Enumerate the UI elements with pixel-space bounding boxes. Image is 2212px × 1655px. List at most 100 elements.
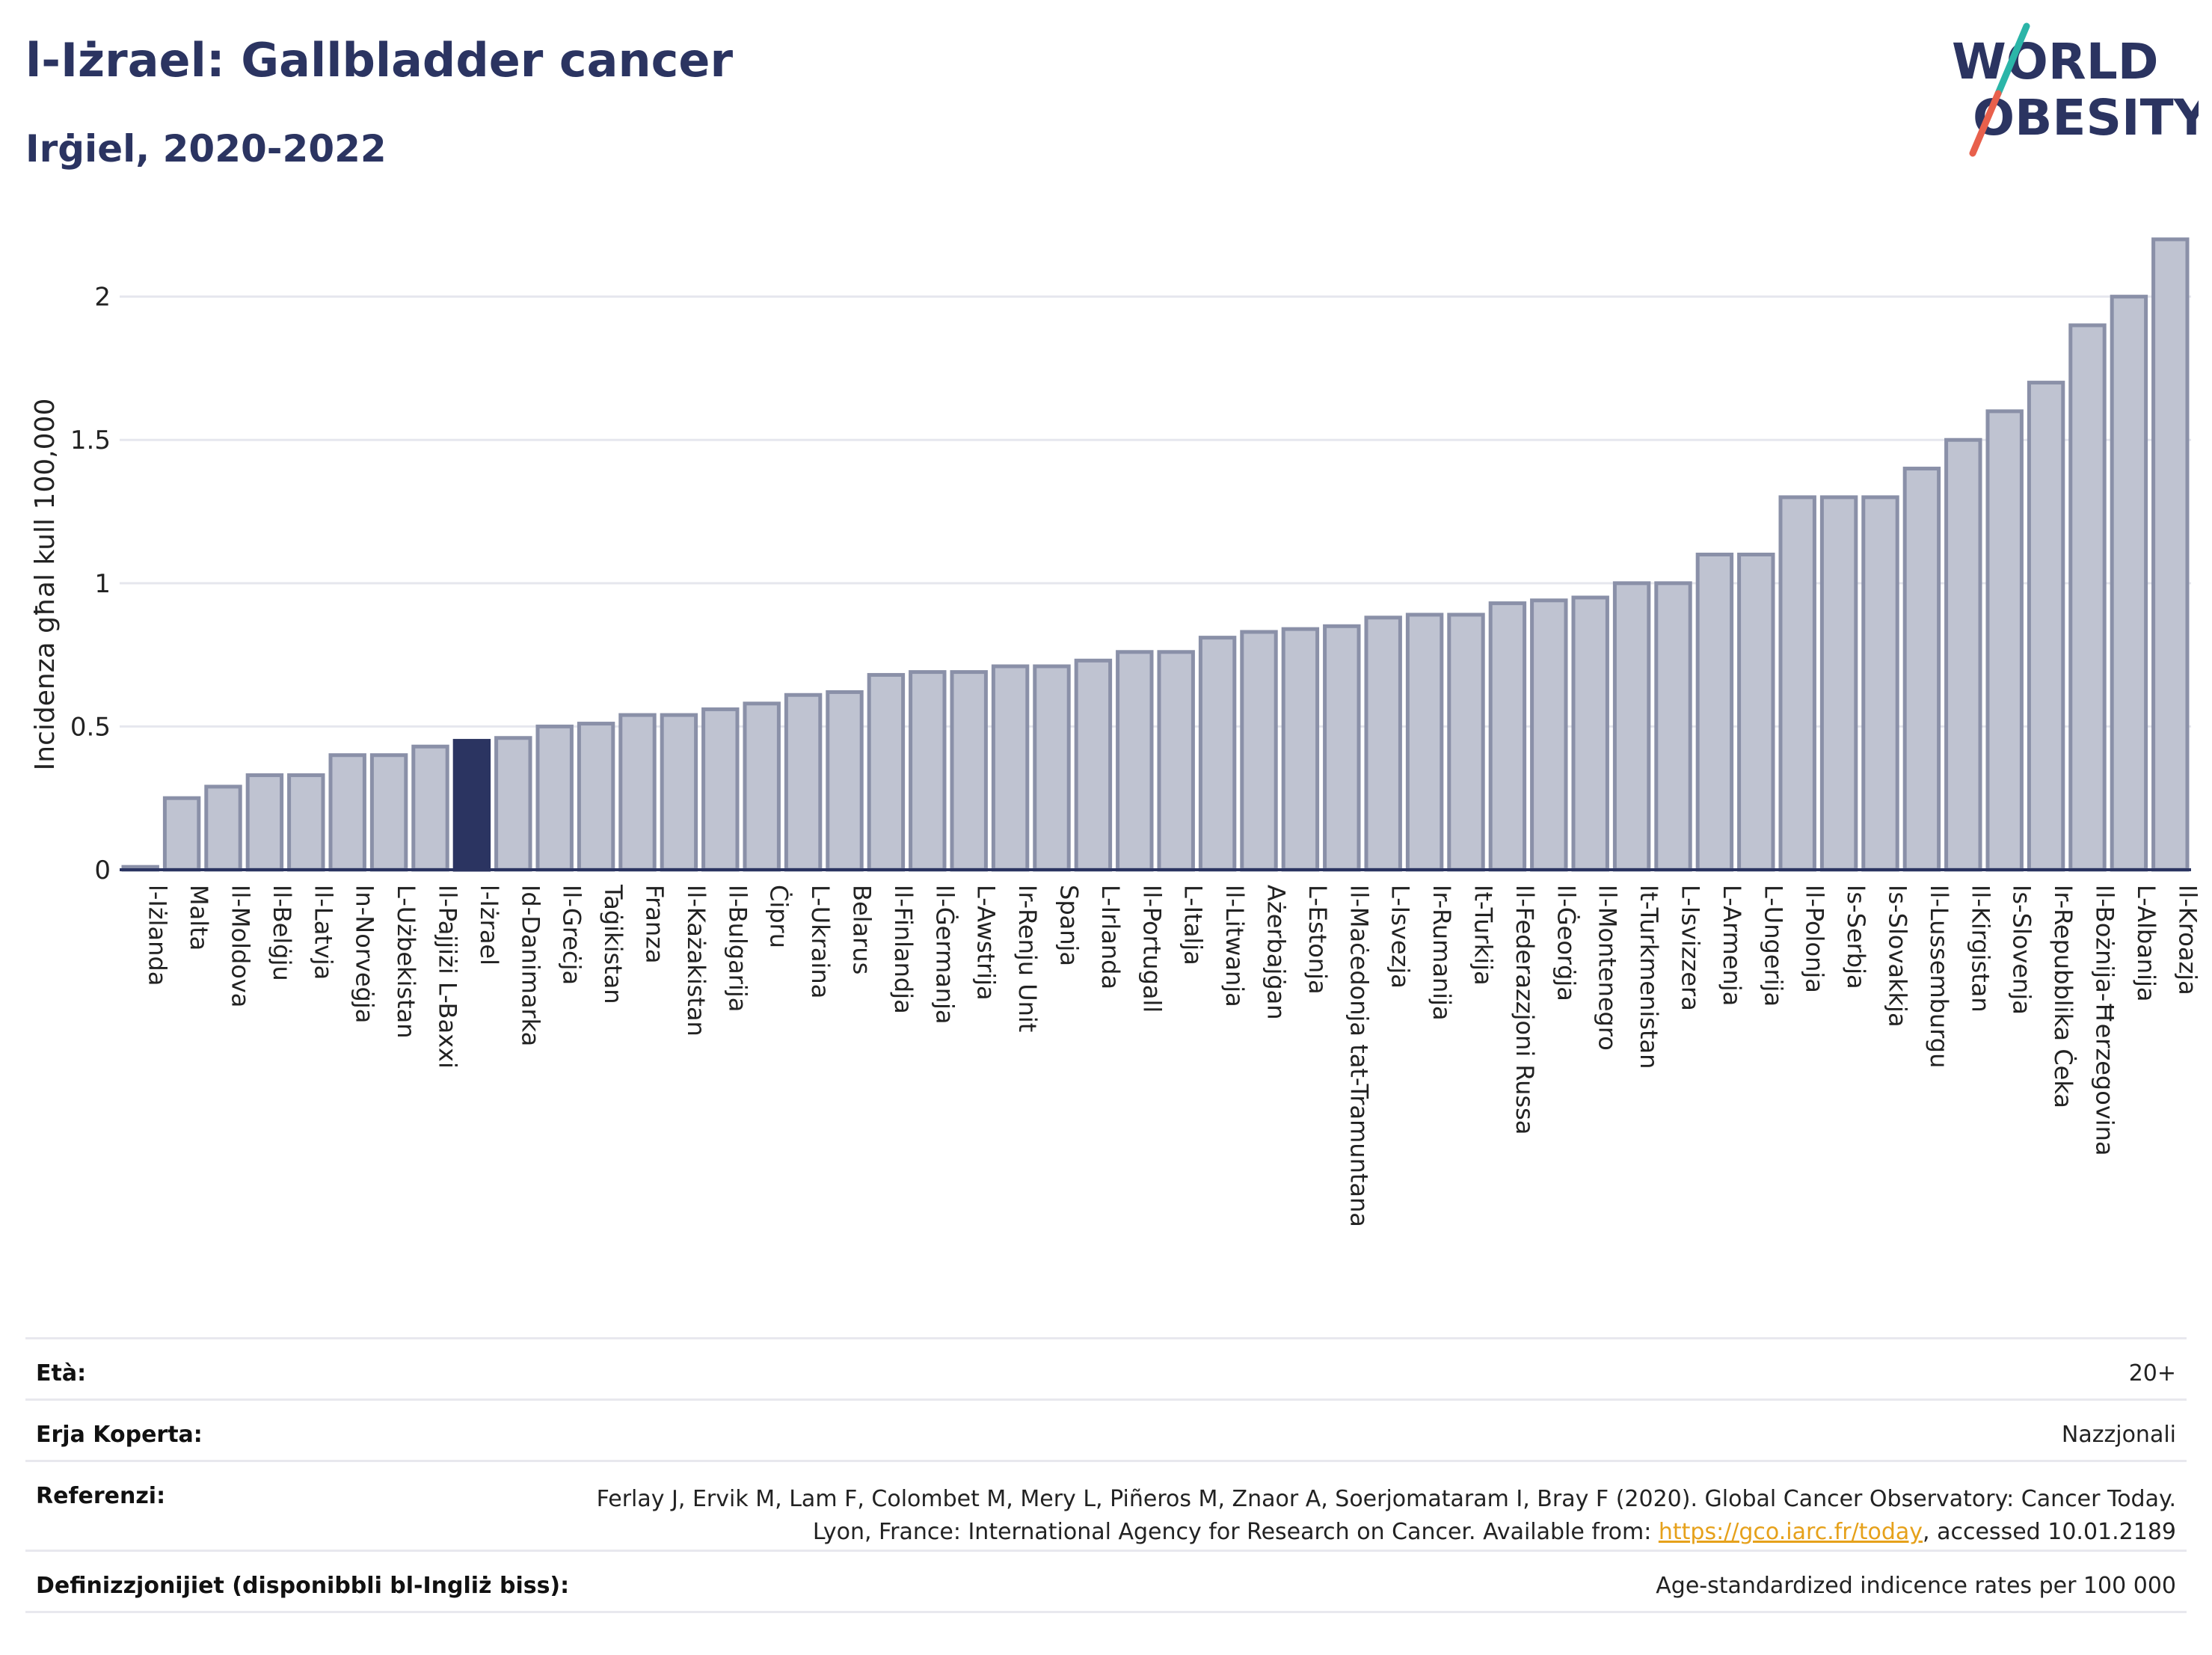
bar[interactable]: [1488, 601, 1527, 872]
bar[interactable]: [1571, 595, 1609, 872]
bar[interactable]: [1364, 615, 1402, 872]
bar[interactable]: [369, 753, 408, 872]
logo-line1: WORLD: [1952, 33, 2159, 90]
bar[interactable]: [2110, 295, 2148, 872]
x-tick-label: L-Ukraina: [806, 885, 835, 998]
y-axis-label: Incidenza għal kull 100,000: [30, 399, 61, 771]
bar[interactable]: [1447, 612, 1485, 872]
x-tick-label: L-Irlanda: [1096, 885, 1125, 989]
x-tick-label: Il-Maċedonja tat-Tramuntana: [1345, 885, 1373, 1227]
x-tick-label: It-Turkija: [1469, 885, 1498, 986]
coverage-label: Erja Koperta:: [36, 1422, 203, 1448]
info-row-references: Referenzi: Ferlay J, Ervik M, Lam F, Col…: [25, 1460, 2187, 1550]
y-tick-label: 1.5: [70, 426, 111, 455]
bar-chart: 0 0.5 1 1.5 2 l-Iżlanda Malta Il-Moldova Il-Bel…: [30, 237, 2202, 1227]
x-tick-label: L-Isvizzera: [1677, 885, 1705, 1011]
x-tick-label: Il-Polonja: [1801, 885, 1829, 993]
bar[interactable]: [1985, 409, 2024, 872]
x-tick-label: Il-Bożnija-Ħerzegovina: [2091, 885, 2119, 1156]
bar[interactable]: [1116, 650, 1154, 872]
x-tick-label: Il-Kroazja: [2173, 885, 2202, 995]
x-tick-label: Is-Slovenja: [2008, 885, 2036, 1015]
bar[interactable]: [909, 670, 947, 872]
page-subtitle: Irġiel, 2020-2022: [25, 127, 387, 171]
definitions-value: Age-standardized indicence rates per 100…: [1656, 1573, 2176, 1599]
x-tick-label: Il-Latvja: [309, 885, 337, 980]
age-value: 20+: [2128, 1360, 2176, 1387]
bar[interactable]: [2068, 323, 2107, 872]
y-axis-ticks: 0 0.5 1 1.5 2: [70, 283, 111, 885]
bar[interactable]: [494, 736, 532, 872]
page-title: l-Iżrael: Gallbladder cancer: [25, 33, 734, 87]
x-tick-label: Id-Danimarka: [516, 885, 544, 1046]
bar[interactable]: [1530, 598, 1568, 872]
bar[interactable]: [1240, 630, 1278, 872]
bar[interactable]: [867, 672, 906, 872]
bar[interactable]: [204, 784, 242, 872]
x-tick-label: Is-Slovakkja: [1884, 885, 1912, 1028]
bar[interactable]: [1861, 495, 1899, 872]
x-tick-label: L-Italja: [1179, 885, 1208, 965]
bar[interactable]: [1654, 581, 1692, 872]
x-tick-label: Is-Serbja: [1842, 885, 1870, 989]
x-tick-label: Malta: [185, 885, 213, 951]
x-tick-label: L-Armenja: [1718, 885, 1746, 1006]
references-text: Ferlay J, Ervik M, Lam F, Colombet M, Me…: [596, 1486, 2176, 1545]
bars: [120, 237, 2191, 872]
info-row-age: Età: 20+: [25, 1337, 2187, 1398]
bar[interactable]: [1281, 627, 1320, 872]
bar[interactable]: [1612, 581, 1651, 872]
bar[interactable]: [1074, 658, 1113, 872]
x-tick-label: Ċipru: [765, 885, 793, 948]
bar[interactable]: [245, 773, 284, 872]
bar[interactable]: [1198, 636, 1237, 872]
bar[interactable]: [577, 722, 615, 872]
bar[interactable]: [1695, 553, 1734, 872]
bar[interactable]: [328, 753, 366, 872]
references-suffix: , accessed 10.01.2189: [1923, 1519, 2176, 1545]
x-tick-label: Il-Lussemburgu: [1925, 885, 1953, 1068]
x-tick-label: Spanja: [1055, 885, 1084, 966]
x-tick-label: Ir-Renju Unit: [1013, 885, 1042, 1032]
bar[interactable]: [411, 744, 449, 872]
bar[interactable]: [535, 724, 574, 872]
bar[interactable]: [660, 713, 698, 872]
info-row-definitions: Definizzjonijiet (disponibbli bl-Ingliż …: [25, 1550, 2187, 1611]
bar[interactable]: [1323, 624, 1361, 872]
bar[interactable]: [784, 693, 823, 872]
bar[interactable]: [701, 707, 740, 872]
world-obesity-logo: WORLD OBESITY: [1952, 22, 2199, 157]
x-tick-label: Il-Bulgarija: [723, 885, 752, 1012]
x-tick-label: Taġikistan: [599, 884, 627, 1004]
bar[interactable]: [743, 701, 781, 872]
bar[interactable]: [618, 713, 657, 872]
bar[interactable]: [1819, 495, 1858, 872]
bar[interactable]: [950, 670, 988, 872]
x-tick-label: Il-Belġju: [268, 885, 296, 981]
bar[interactable]: [2151, 237, 2190, 872]
bar[interactable]: [1737, 553, 1775, 872]
bar[interactable]: [1033, 664, 1071, 872]
bar[interactable]: [1902, 467, 1941, 872]
x-tick-label: Ir-Repubblika Ċeka: [2049, 885, 2077, 1108]
bar[interactable]: [1944, 437, 1982, 872]
bar[interactable]: [1157, 650, 1195, 872]
bar-highlight[interactable]: [452, 739, 491, 872]
info-table: Età: 20+ Erja Koperta: Nazzjonali Refere…: [25, 1337, 2187, 1613]
x-tick-label: Ażerbajġan: [1262, 885, 1291, 1020]
x-tick-label: Il-Federazzjoni Russa: [1511, 885, 1539, 1134]
y-tick-label: 0: [94, 856, 111, 885]
bar[interactable]: [2027, 381, 2065, 872]
logo-line2: OBESITY: [1973, 89, 2199, 147]
bar[interactable]: [1778, 495, 1816, 872]
references-link[interactable]: https://gco.iarc.fr/today: [1658, 1519, 1923, 1545]
bar[interactable]: [1405, 612, 1444, 872]
bar[interactable]: [826, 690, 864, 872]
bar[interactable]: [287, 773, 325, 872]
bar[interactable]: [162, 796, 201, 872]
bar[interactable]: [991, 664, 1030, 872]
definitions-label: Definizzjonijiet (disponibbli bl-Ingliż …: [36, 1573, 570, 1599]
x-tick-label: Il-Ġermanja: [930, 885, 959, 1025]
x-tick-label: Il-Greċja: [558, 885, 586, 985]
x-tick-label: It-Turkmenistan: [1635, 885, 1663, 1069]
